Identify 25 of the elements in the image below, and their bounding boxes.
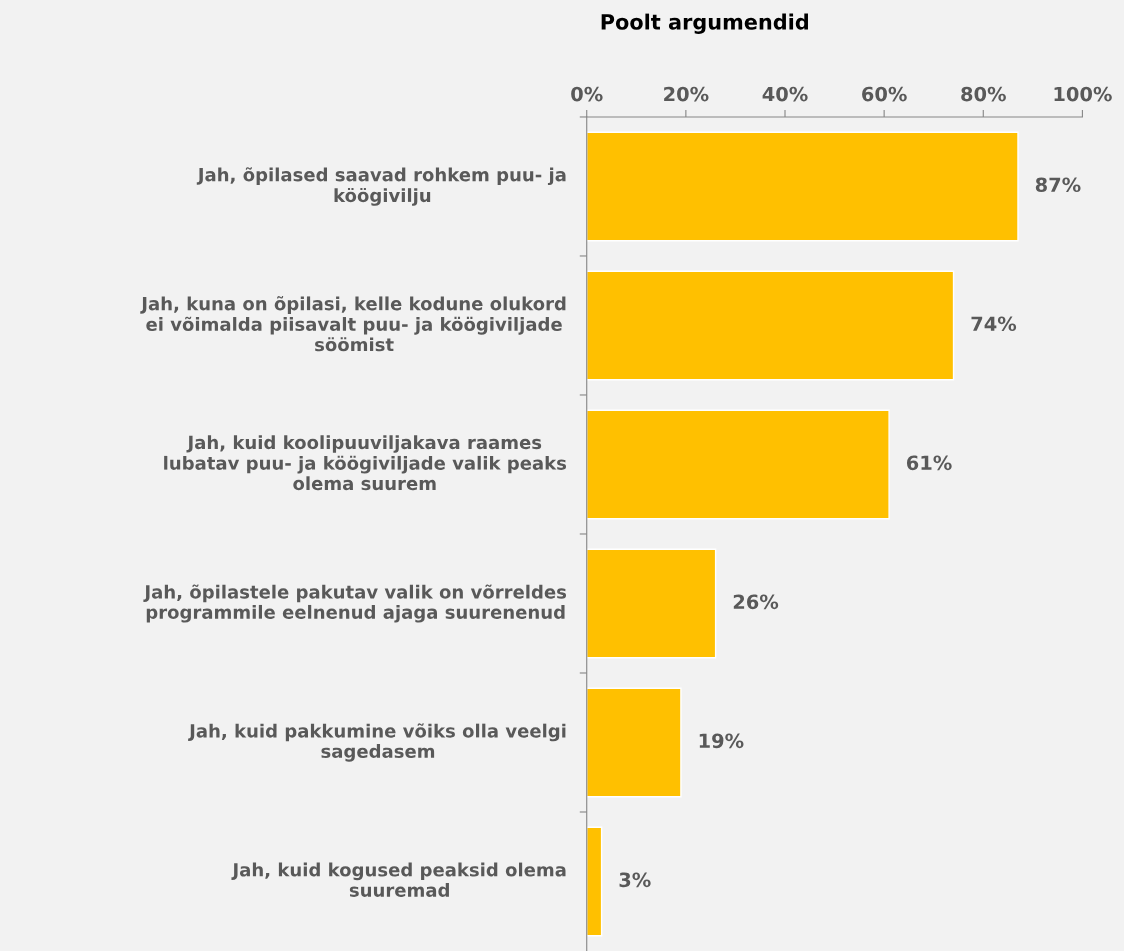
bar: [586, 826, 603, 937]
bar: [586, 687, 682, 798]
bar: [586, 131, 1019, 242]
x-tick-label: 40%: [762, 86, 808, 102]
data-label: 87%: [1035, 177, 1081, 193]
y-tick-label: Jah, kuid koolipuuviljakava raames lubatav puu- ja köögiviljade valik peaks olema suurem: [164, 435, 567, 491]
bar: [586, 270, 955, 381]
data-label: 3%: [619, 872, 651, 888]
data-label: 61%: [906, 455, 952, 471]
x-tick-label: 20%: [664, 86, 709, 102]
y-tick-label: Jah, kuna on õpilasi, kelle kodune olukord ei võimalda piisavalt puu- ja köögiviljade söömist: [140, 296, 566, 352]
bar: [586, 548, 717, 659]
x-tick-label: 0%: [571, 86, 603, 102]
data-label: 74%: [971, 316, 1017, 332]
x-tick-label: 100%: [1054, 86, 1112, 102]
bar: [586, 409, 890, 520]
y-tick-label: Jah, kuid pakkumine võiks olla veelgi sagedasem: [188, 723, 566, 762]
y-tick-label: Jah, kuid kogused peaksid olema suuremad: [231, 862, 566, 897]
data-label: 19%: [699, 733, 744, 749]
x-tick-label: 60%: [862, 86, 907, 102]
data-label: 26%: [733, 594, 779, 610]
y-tick-label: Jah, õpilased saavad rohkem puu- ja köögivilju: [196, 167, 566, 206]
chart-title: Poolt argumendid: [601, 13, 808, 34]
x-tick-label: 80%: [961, 86, 1006, 102]
y-tick-label: Jah, õpilastele pakutav valik on võrreldes programmile eelnenud ajaga suurenenud: [143, 584, 567, 623]
